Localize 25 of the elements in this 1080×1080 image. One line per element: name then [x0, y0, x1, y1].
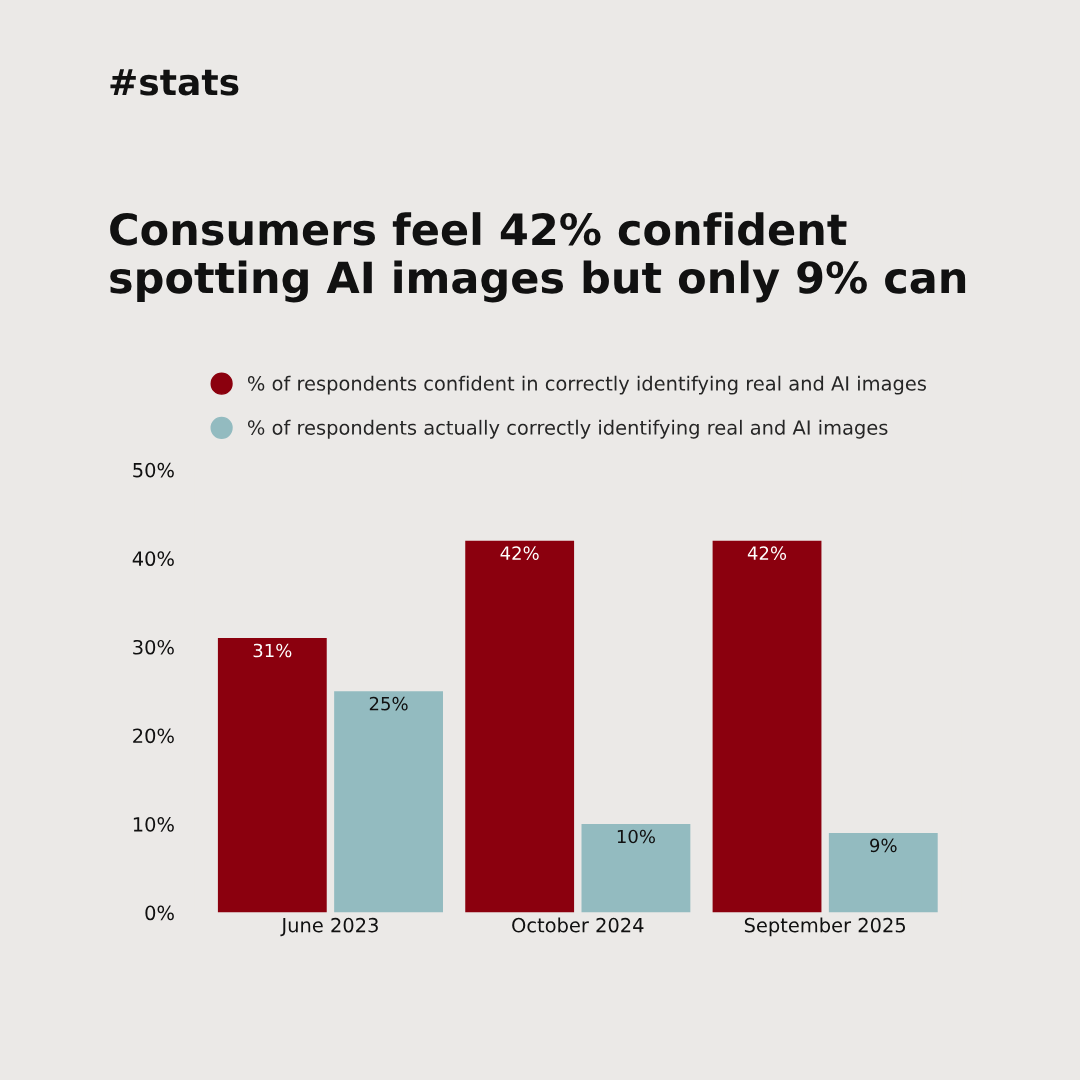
data-label: 42% [500, 546, 539, 560]
y-tick-label: 20% [133, 728, 174, 744]
x-tick-label: June 2023 [280, 917, 378, 937]
bar [217, 638, 327, 913]
legend-label: % of respondents actually correctly identifying real and AI images [247, 419, 888, 439]
data-label: 31% [253, 643, 292, 658]
chart-title: Consumers feel 42% confident spotting AI images but only 9% can [110, 212, 966, 303]
bar [828, 832, 938, 913]
y-tick-label: 50% [133, 462, 174, 478]
x-tick-label: September 2025 [744, 917, 906, 937]
data-label: 10% [617, 829, 655, 844]
y-tick-label: 40% [132, 551, 174, 567]
y-tick-label: 0% [145, 905, 174, 921]
text: #stats [110, 69, 239, 96]
data-label: 9% [870, 838, 897, 853]
bar [712, 540, 822, 913]
y-tick-label: 10% [133, 817, 174, 832]
data-label: 25% [369, 696, 408, 711]
x-tick-label: October 2024 [512, 917, 644, 933]
bar [334, 691, 443, 913]
bar [465, 540, 575, 913]
bar [581, 824, 691, 913]
y-tick-label: 30% [133, 639, 174, 655]
data-label: 42% [747, 546, 787, 560]
legend-label: % of respondents confident in correctly identifying real and AI images [247, 375, 926, 395]
